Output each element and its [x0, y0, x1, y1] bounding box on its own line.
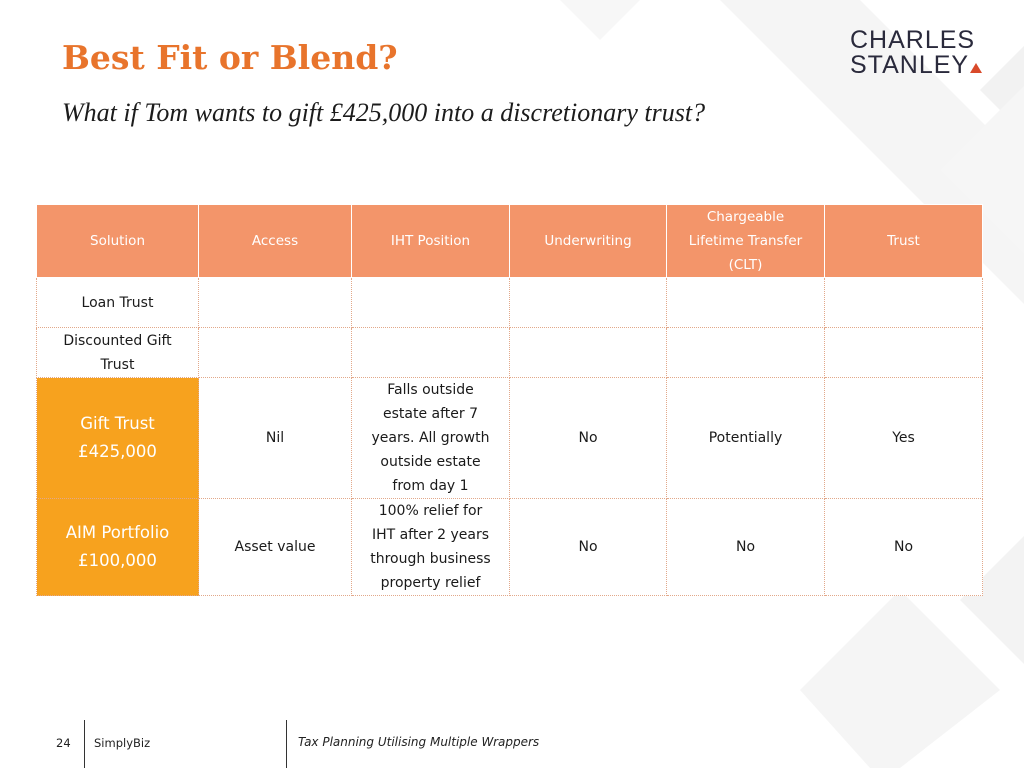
cell-solution: Loan Trust: [36, 277, 199, 328]
cell-iht-position: [351, 327, 510, 378]
header-iht-position: IHT Position: [351, 204, 510, 278]
header-access: Access: [198, 204, 352, 278]
triangle-icon: [970, 63, 983, 73]
header-trust: Trust: [824, 204, 983, 278]
cell-clt: [666, 327, 825, 378]
cell-trust: [824, 327, 983, 378]
cell-iht-position: 100% relief for IHT after 2 years throug…: [351, 498, 510, 596]
solution-amount: £100,000: [78, 551, 157, 570]
page-title: Best Fit or Blend?: [62, 38, 398, 77]
table-header-row: Solution Access IHT Position Underwritin…: [36, 204, 983, 278]
footer-topic: Tax Planning Utilising Multiple Wrappers: [298, 735, 540, 749]
table-row: Loan Trust: [36, 277, 983, 328]
solution-name: AIM Portfolio: [65, 523, 170, 542]
cell-trust: Yes: [824, 377, 983, 499]
cell-solution-highlight: Gift Trust £425,000: [36, 377, 199, 499]
comparison-table: Solution Access IHT Position Underwritin…: [36, 204, 983, 596]
charles-stanley-logo: CHARLES STANLEY: [850, 26, 983, 79]
cell-access: Nil: [198, 377, 352, 499]
cell-iht-position: [351, 277, 510, 328]
cell-underwriting: No: [509, 498, 667, 596]
page-number: 24: [56, 736, 71, 750]
cell-solution-highlight: AIM Portfolio £100,000: [36, 498, 199, 596]
table-row: Gift Trust £425,000 Nil Falls outside es…: [36, 377, 983, 499]
solution-name: Gift Trust: [80, 414, 155, 433]
header-underwriting: Underwriting: [509, 204, 667, 278]
cell-clt: No: [666, 498, 825, 596]
cell-underwriting: [509, 277, 667, 328]
cell-access: Asset value: [198, 498, 352, 596]
cell-trust: No: [824, 498, 983, 596]
table-row: AIM Portfolio £100,000 Asset value 100% …: [36, 498, 983, 596]
table-row: Discounted Gift Trust: [36, 327, 983, 378]
cell-clt: Potentially: [666, 377, 825, 499]
logo-line-2: STANLEY: [850, 51, 970, 79]
cell-access: [198, 277, 352, 328]
cell-underwriting: [509, 327, 667, 378]
header-clt: Chargeable Lifetime Transfer (CLT): [666, 204, 825, 278]
cell-iht-position: Falls outside estate after 7 years. All …: [351, 377, 510, 499]
page-subtitle: What if Tom wants to gift £425,000 into …: [62, 98, 706, 127]
footer-divider: [286, 720, 287, 768]
cell-clt: [666, 277, 825, 328]
cell-underwriting: No: [509, 377, 667, 499]
cell-solution: Discounted Gift Trust: [36, 327, 199, 378]
header-solution: Solution: [36, 204, 199, 278]
cell-trust: [824, 277, 983, 328]
logo-line-1: CHARLES: [850, 26, 976, 54]
footer-brand: SimplyBiz: [94, 736, 151, 750]
footer-divider: [84, 720, 85, 768]
solution-amount: £425,000: [78, 442, 157, 461]
cell-access: [198, 327, 352, 378]
